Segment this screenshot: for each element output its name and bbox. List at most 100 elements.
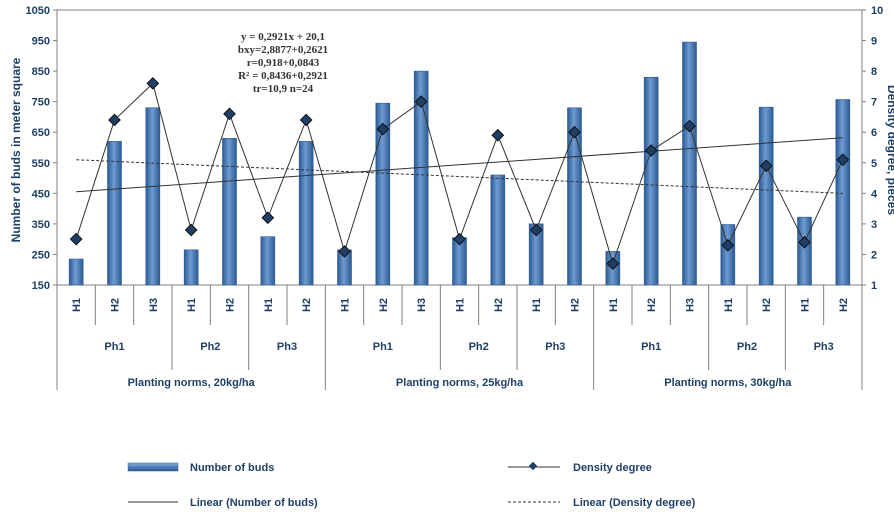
annotation-line-2: bxy=2,8877+0,2621 xyxy=(238,44,328,56)
density-point xyxy=(299,113,313,127)
trendline-density xyxy=(76,159,843,194)
density-point xyxy=(529,223,543,237)
y-tick-label: 550 xyxy=(32,158,50,170)
trendlines xyxy=(76,137,843,194)
density-point xyxy=(261,211,275,225)
group-label: Ph1 xyxy=(373,341,393,353)
density-point xyxy=(606,257,620,270)
density-point xyxy=(683,119,696,133)
y-tick-label: 750 xyxy=(32,97,50,109)
bar xyxy=(183,249,199,286)
group-label: Ph3 xyxy=(545,341,565,353)
group-label: Ph1 xyxy=(104,341,124,353)
bar xyxy=(835,99,851,286)
x-tick-label: H1 xyxy=(723,298,735,312)
legend-item-buds: Number of buds xyxy=(127,462,274,474)
bar xyxy=(758,106,774,286)
bar xyxy=(490,174,506,286)
y-tick-label: 450 xyxy=(32,188,50,200)
group-label: Ph2 xyxy=(200,341,220,353)
legend-label-linear-density: Linear (Density degree) xyxy=(573,497,696,509)
bar xyxy=(413,70,429,286)
density-point xyxy=(69,232,83,246)
bar xyxy=(222,138,237,286)
group-label: Ph3 xyxy=(814,341,834,353)
x-tick-label: H2 xyxy=(225,298,237,312)
legend-label-density: Density degree xyxy=(573,462,652,474)
y-tick-label: 250 xyxy=(32,249,50,261)
density-point xyxy=(184,223,198,237)
y2-tick-label: 2 xyxy=(871,249,877,261)
axes: 150 250 350 450 550 650 750 850 950 1050 1 2 3 4 5 6 7 8 9… xyxy=(26,5,884,292)
category-axis: H1 H2 H3 H1 H2 H1 H2 H1 H2 H3 H1 H2 H1 H2 H1 H2 H3 H1 H2 H1… xyxy=(56,285,863,390)
legend-marker-density xyxy=(528,461,538,471)
legend-label-buds: Number of buds xyxy=(190,462,274,474)
legend-item-linear-density: Linear (Density degree) xyxy=(508,497,696,509)
y2-tick-label: 7 xyxy=(871,97,877,109)
density-point xyxy=(836,153,850,167)
bar xyxy=(797,216,812,286)
density-point xyxy=(491,128,505,142)
y2-axis-title: Density degree, pieces xyxy=(885,85,894,215)
bar xyxy=(145,107,161,286)
x-tick-label: H1 xyxy=(263,298,275,312)
legend-swatch-buds xyxy=(127,462,179,472)
density-point xyxy=(453,232,466,246)
bar xyxy=(720,224,736,286)
y-axis-title: Number of buds in meter square xyxy=(9,57,23,242)
x-tick-label: H3 xyxy=(148,298,160,312)
y2-tick-label: 3 xyxy=(871,219,877,231)
bar xyxy=(298,141,314,286)
supergroup-label: Planting norms, 30kg/ha xyxy=(664,377,792,389)
density-point xyxy=(108,113,121,127)
x-tick-label: H2 xyxy=(301,298,313,312)
trendline-buds xyxy=(76,137,843,193)
group-label: Ph2 xyxy=(469,341,489,353)
x-tick-label: H1 xyxy=(800,298,812,312)
x-tick-label: H1 xyxy=(531,298,543,312)
y2-tick-label: 9 xyxy=(871,36,877,48)
bar xyxy=(107,141,122,286)
x-tick-label: H2 xyxy=(838,298,850,312)
density-point xyxy=(798,235,811,249)
y2-tick-label: 1 xyxy=(871,280,877,292)
annotation-line-1: y = 0,2921x + 20,1 xyxy=(241,31,325,43)
y2-tick-label: 5 xyxy=(871,158,877,170)
y2-tick-label: 10 xyxy=(871,5,883,17)
x-tick-label: H2 xyxy=(761,298,773,312)
density-point xyxy=(376,122,390,136)
density-point xyxy=(146,76,160,90)
x-tick-label: H1 xyxy=(71,298,83,312)
x-tick-label: H1 xyxy=(608,298,620,312)
y-tick-label: 150 xyxy=(32,280,50,292)
y2-tick-label: 4 xyxy=(871,188,878,200)
x-tick-label: H2 xyxy=(110,298,122,312)
annotation-line-5: tr=10,9 n=24 xyxy=(253,83,314,95)
x-tick-label: H3 xyxy=(685,298,697,312)
density-series xyxy=(69,76,850,270)
x-tick-label: H1 xyxy=(340,298,352,312)
legend-item-density: Density degree xyxy=(508,461,652,474)
density-point xyxy=(759,159,773,173)
bar xyxy=(567,107,582,286)
annotation-line-4: R² = 0,8436+0,2921 xyxy=(238,70,328,82)
density-point xyxy=(568,125,581,139)
supergroup-label: Planting norms, 20kg/ha xyxy=(128,377,256,389)
y2-tick-label: 6 xyxy=(871,127,877,139)
bar xyxy=(375,102,391,286)
bar xyxy=(68,258,84,286)
x-tick-label: H2 xyxy=(493,298,505,312)
y2-tick-label: 8 xyxy=(871,66,877,78)
bar xyxy=(682,41,697,286)
group-label: Ph3 xyxy=(277,341,297,353)
x-tick-label: H2 xyxy=(378,298,390,312)
x-tick-label: H1 xyxy=(455,298,467,312)
regression-annotation: y = 0,2921x + 20,1 bxy=2,8877+0,2621 r=0… xyxy=(238,31,328,95)
group-label: Ph2 xyxy=(737,341,757,353)
bar xyxy=(260,236,276,286)
group-label: Ph1 xyxy=(641,341,661,353)
y-tick-label: 350 xyxy=(32,219,50,231)
y-tick-label: 1050 xyxy=(26,5,50,17)
x-tick-label: H3 xyxy=(416,298,428,312)
